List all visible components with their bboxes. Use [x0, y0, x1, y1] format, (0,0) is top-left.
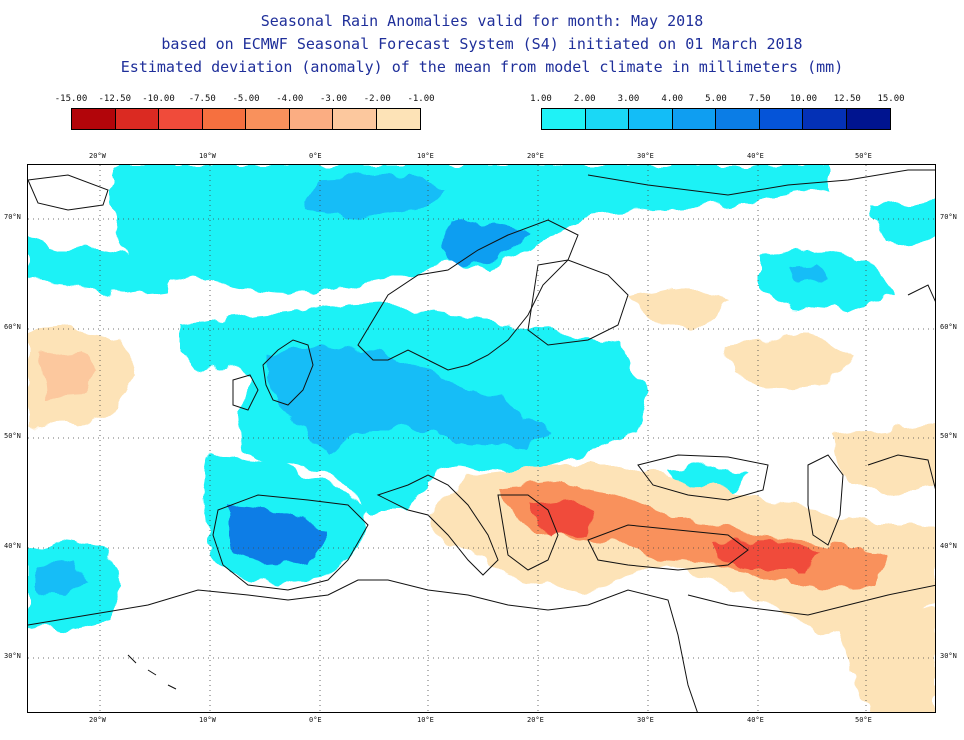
legend-swatch: [333, 109, 377, 129]
latitude-label-left: 70°N: [4, 213, 21, 221]
longitude-label-top: 40°E: [747, 152, 764, 160]
legend-swatch: [202, 109, 246, 129]
latitude-label-right: 40°N: [940, 542, 957, 550]
legend-label: 12.50: [833, 94, 861, 104]
legend-label: -5.00: [232, 94, 260, 104]
positive-anomaly-cores: [38, 175, 828, 595]
longitude-label-top: 20°W: [89, 152, 106, 160]
legend-label: -2.00: [363, 94, 391, 104]
legend-label: -12.50: [98, 94, 132, 104]
latitude-label-right: 60°N: [940, 323, 957, 331]
latitude-label-right: 50°N: [940, 432, 957, 440]
longitude-label-bottom: 40°E: [747, 716, 764, 724]
legend-swatch: [585, 109, 629, 129]
title-line-2: based on ECMWF Seasonal Forecast System …: [161, 35, 803, 53]
legend-swatch: [289, 109, 333, 129]
longitude-label-top: 0°E: [309, 152, 322, 160]
longitude-label-bottom: 20°E: [527, 716, 544, 724]
latitude-label-right: 70°N: [940, 213, 957, 221]
legend-label: 3.00: [617, 94, 640, 104]
latitude-label-left: 30°N: [4, 652, 21, 660]
longitude-label-top: 10°W: [199, 152, 216, 160]
legend-label: -3.00: [319, 94, 348, 104]
legend-swatch: [72, 109, 116, 129]
legend-label: -1.00: [407, 94, 435, 104]
negative-anomaly-cores: [528, 500, 818, 570]
legend-negative-labels: -15.00 -12.50 -10.00 -7.50 -5.00 -4.00 -3.00 -2…: [55, 94, 435, 106]
map-frame: [27, 164, 936, 713]
longitude-label-top: 50°E: [855, 152, 872, 160]
legend-positive-bar: [541, 108, 891, 130]
longitude-label-top: 20°E: [527, 152, 544, 160]
title-line-1: Seasonal Rain Anomalies valid for month:…: [260, 12, 704, 30]
legend-label: -10.00: [142, 94, 175, 104]
longitude-label-bottom: 20°W: [89, 716, 106, 724]
longitude-label-bottom: 10°E: [417, 716, 434, 724]
legend-swatch: [159, 109, 203, 129]
legend-label: 4.00: [661, 94, 684, 104]
longitude-label-bottom: 0°E: [309, 716, 322, 724]
legend-swatch: [376, 109, 420, 129]
longitude-label-top: 10°E: [417, 152, 434, 160]
legend-swatch: [672, 109, 716, 129]
legend-swatch: [846, 109, 890, 129]
longitude-label-bottom: 50°E: [855, 716, 872, 724]
legend-positive: 1.00 2.00 3.00 4.00 5.00 7.50 10.00 12.50 15.00: [530, 94, 905, 134]
legend-label: -4.00: [276, 94, 304, 104]
longitude-label-bottom: 30°E: [637, 716, 654, 724]
legend-label: 7.50: [748, 94, 771, 104]
legend-swatch: [542, 109, 586, 129]
legend-positive-labels: 1.00 2.00 3.00 4.00 5.00 7.50 10.00 12.50 15.00: [530, 94, 904, 106]
legend-label: -15.00: [54, 94, 88, 104]
legend-swatch: [246, 109, 290, 129]
legend-label: 5.00: [705, 94, 727, 104]
latitude-label-right: 30°N: [940, 652, 957, 660]
title-block: Seasonal Rain Anomalies valid for month:…: [0, 10, 964, 79]
legend-swatch: [629, 109, 673, 129]
legend-swatch: [115, 109, 159, 129]
legend-label: 15.00: [877, 94, 905, 104]
legend-negative: -15.00 -12.50 -10.00 -7.50 -5.00 -4.00 -3.00 -2…: [55, 94, 435, 134]
latitude-label-left: 50°N: [4, 432, 21, 440]
longitude-label-bottom: 10°W: [199, 716, 216, 724]
legend-label: 2.00: [573, 94, 596, 104]
latitude-label-left: 40°N: [4, 542, 21, 550]
title-line-3: Estimated deviation (anomaly) of the mea…: [120, 58, 844, 76]
legend-swatch: [759, 109, 803, 129]
legend-label: -7.50: [188, 94, 216, 104]
legend-swatch: [716, 109, 760, 129]
anomaly-map: [28, 165, 935, 712]
legend-negative-bar: [71, 108, 421, 130]
legend-label: 1.00: [530, 94, 552, 104]
longitude-label-top: 30°E: [637, 152, 654, 160]
legend-label: 10.00: [789, 94, 818, 104]
legend-swatch: [803, 109, 847, 129]
latitude-label-left: 60°N: [4, 323, 21, 331]
